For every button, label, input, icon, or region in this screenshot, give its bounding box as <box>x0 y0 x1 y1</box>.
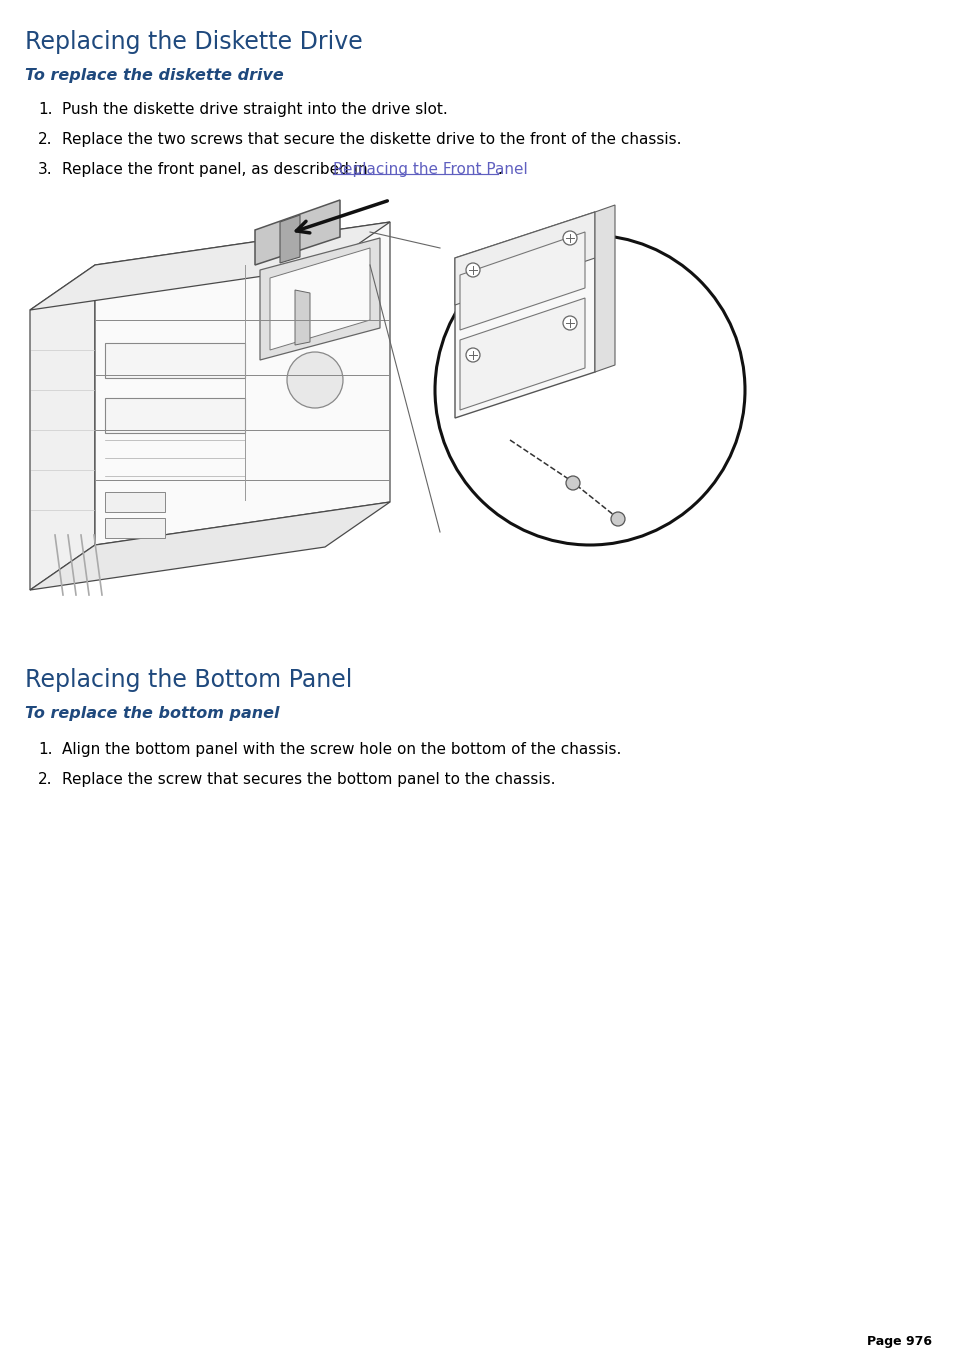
Text: Replacing the Diskette Drive: Replacing the Diskette Drive <box>25 30 362 54</box>
Circle shape <box>562 316 577 330</box>
Polygon shape <box>459 232 584 330</box>
Circle shape <box>465 263 479 277</box>
Polygon shape <box>459 299 584 409</box>
Circle shape <box>562 231 577 245</box>
Polygon shape <box>294 290 310 345</box>
Circle shape <box>565 476 579 490</box>
Polygon shape <box>455 212 595 417</box>
Text: 1.: 1. <box>38 101 52 118</box>
Text: Page 976: Page 976 <box>866 1335 931 1348</box>
Bar <box>105 492 165 512</box>
Circle shape <box>287 353 343 408</box>
Polygon shape <box>455 212 595 305</box>
Polygon shape <box>30 265 95 590</box>
Circle shape <box>610 512 624 526</box>
Text: Replacing the Front Panel: Replacing the Front Panel <box>333 162 527 177</box>
Polygon shape <box>254 200 339 265</box>
Polygon shape <box>30 503 390 590</box>
Text: .: . <box>497 162 502 177</box>
Polygon shape <box>280 215 299 263</box>
Circle shape <box>465 349 479 362</box>
Text: 1.: 1. <box>38 742 52 757</box>
Text: Replace the front panel, as described in: Replace the front panel, as described in <box>62 162 372 177</box>
Text: Push the diskette drive straight into the drive slot.: Push the diskette drive straight into th… <box>62 101 447 118</box>
Text: 3.: 3. <box>38 162 52 177</box>
Bar <box>105 517 165 538</box>
FancyBboxPatch shape <box>105 399 245 434</box>
Polygon shape <box>270 249 370 350</box>
Polygon shape <box>95 222 390 544</box>
Text: 2.: 2. <box>38 771 52 788</box>
Text: Replace the two screws that secure the diskette drive to the front of the chassi: Replace the two screws that secure the d… <box>62 132 680 147</box>
Polygon shape <box>30 222 390 309</box>
Circle shape <box>435 235 744 544</box>
Text: Replace the screw that secures the bottom panel to the chassis.: Replace the screw that secures the botto… <box>62 771 555 788</box>
Text: To replace the bottom panel: To replace the bottom panel <box>25 707 279 721</box>
Text: Replacing the Bottom Panel: Replacing the Bottom Panel <box>25 667 352 692</box>
Polygon shape <box>595 205 615 372</box>
Text: 2.: 2. <box>38 132 52 147</box>
Text: Align the bottom panel with the screw hole on the bottom of the chassis.: Align the bottom panel with the screw ho… <box>62 742 620 757</box>
Polygon shape <box>260 238 379 359</box>
FancyBboxPatch shape <box>105 343 245 378</box>
Text: To replace the diskette drive: To replace the diskette drive <box>25 68 283 82</box>
